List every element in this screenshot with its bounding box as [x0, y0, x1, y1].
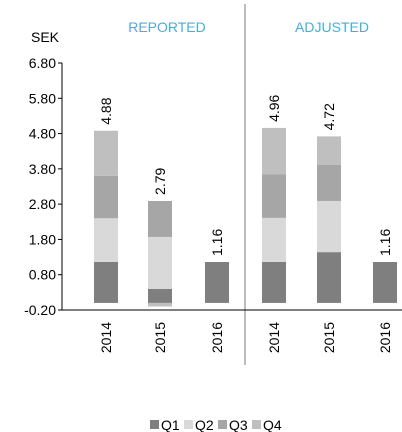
y-tick-label: 1.80 — [29, 231, 56, 247]
bar-segment — [317, 252, 341, 303]
y-tick-label: -0.20 — [24, 302, 56, 318]
bar-segment — [262, 262, 286, 303]
x-tick-label: 2015 — [152, 322, 168, 353]
bar-segment — [94, 218, 118, 263]
legend-label: Q3 — [229, 417, 248, 432]
x-tick-label: 2014 — [98, 322, 114, 353]
y-tick-label: 6.80 — [29, 55, 56, 71]
bar-segment — [148, 200, 172, 237]
bar-segment — [94, 130, 118, 176]
total-label: 4.88 — [98, 97, 114, 124]
y-tick-label: 3.80 — [29, 161, 56, 177]
y-tick-label: 2.80 — [29, 196, 56, 212]
bar-segment — [94, 175, 118, 219]
total-label: 4.72 — [321, 103, 337, 130]
bar-segment — [317, 164, 341, 201]
total-label: 4.96 — [266, 94, 282, 121]
total-label: 2.79 — [152, 168, 168, 195]
x-tick-label: 2016 — [377, 322, 393, 353]
x-tick-label: 2016 — [209, 322, 225, 353]
panel-title: ADJUSTED — [295, 19, 369, 35]
bar-segment — [262, 217, 286, 263]
y-tick-label: 5.80 — [29, 90, 56, 106]
bar-segment — [205, 262, 229, 303]
bar-segment — [148, 302, 172, 307]
x-tick-label: 2014 — [266, 322, 282, 353]
y-tick-label: 4.80 — [29, 126, 56, 142]
bar-segment — [373, 262, 397, 303]
total-label: 1.16 — [377, 229, 393, 256]
panel-title: REPORTED — [128, 19, 206, 35]
y-axis-label: SEK — [31, 29, 60, 45]
bar-segment — [262, 127, 286, 175]
legend-swatch — [252, 420, 261, 429]
legend-swatch — [218, 420, 227, 429]
x-tick-label: 2015 — [321, 322, 337, 353]
legend-label: Q2 — [195, 417, 214, 432]
bar-segment — [262, 174, 286, 218]
bar-segment — [148, 288, 172, 303]
legend-label: Q4 — [263, 417, 282, 432]
legend-label: Q1 — [161, 417, 180, 432]
bar-segment — [94, 262, 118, 303]
total-label: 1.16 — [209, 229, 225, 256]
legend-swatch — [150, 420, 159, 429]
bar-segment — [317, 200, 341, 253]
y-tick-label: 0.80 — [29, 267, 56, 283]
bar-segment — [317, 136, 341, 165]
bar-segment — [148, 236, 172, 289]
legend-swatch — [184, 420, 193, 429]
